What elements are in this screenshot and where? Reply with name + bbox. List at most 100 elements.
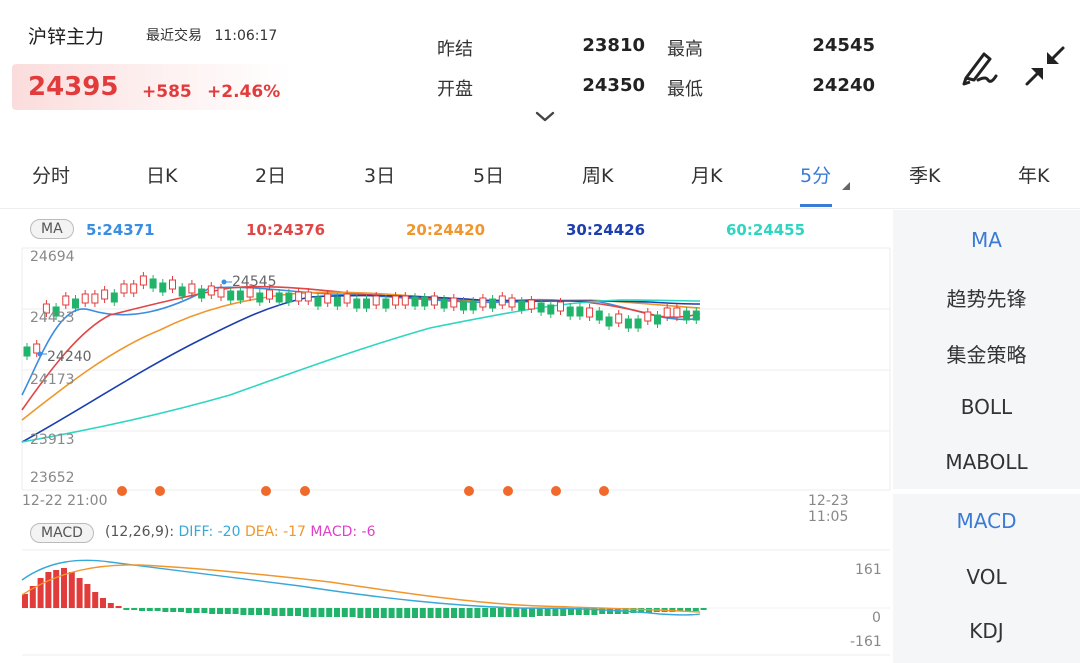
candlestick xyxy=(489,298,497,309)
low-marker-dot xyxy=(37,351,43,357)
indicator-maboll[interactable]: MABOLL xyxy=(945,450,1028,474)
main-indicator-badge[interactable]: MA xyxy=(30,219,74,239)
macd-bar xyxy=(154,608,161,611)
candlestick xyxy=(324,293,332,304)
tab-quarterly[interactable]: 季K xyxy=(909,165,941,187)
candlestick xyxy=(149,278,157,289)
macd-bar xyxy=(536,608,543,616)
macd-dea: DEA: -17 xyxy=(244,524,306,540)
ma-line xyxy=(21,291,701,421)
indicator-gold-strategy[interactable]: 集金策略 xyxy=(946,343,1027,367)
macd-bar xyxy=(583,608,590,615)
macd-bar xyxy=(123,608,130,610)
open-label: 开盘 xyxy=(437,79,473,100)
candlestick xyxy=(460,300,467,311)
macd-bar xyxy=(295,608,301,616)
candlestick xyxy=(91,293,99,304)
signal-dot xyxy=(599,486,609,496)
macd-legend: (12,26,9): DIFF: -20 DEA: -17 MACD: -6 xyxy=(105,524,376,540)
candlestick xyxy=(450,297,458,308)
macd-bar xyxy=(443,608,450,618)
draw-icon[interactable] xyxy=(958,44,1002,88)
candlestick xyxy=(392,295,400,306)
macd-bar xyxy=(68,572,75,608)
tab-dropdown-icon[interactable] xyxy=(842,182,850,190)
tab-2day[interactable]: 2日 xyxy=(255,165,287,187)
candlestick xyxy=(42,303,50,314)
macd-bar xyxy=(92,592,99,608)
candlestick xyxy=(120,283,128,294)
tab-weekly[interactable]: 周K xyxy=(582,165,614,187)
high-marker-dot xyxy=(221,279,227,285)
x-start-label: 12-22 21:00 xyxy=(22,493,108,509)
prev-settle-label: 昨结 xyxy=(437,39,473,60)
macd-bar xyxy=(529,608,535,617)
tab-yearly[interactable]: 年K xyxy=(1018,165,1050,187)
candlestick xyxy=(236,290,244,301)
tab-monthly[interactable]: 月K xyxy=(691,165,723,187)
signal-dot xyxy=(117,486,127,496)
y-label-3: 24173 xyxy=(30,372,75,388)
candlestick xyxy=(246,287,254,298)
macd-bar xyxy=(287,608,294,616)
macd-params: (12,26,9): xyxy=(105,524,175,540)
indicator-macd[interactable]: MACD xyxy=(956,509,1017,533)
quote-header: 沪锌主力 最近交易 11:06:17 24395 +585 +2.46% 昨结 … xyxy=(0,0,1080,135)
candlestick xyxy=(343,293,351,304)
ma20-value: 20:24420 xyxy=(406,221,486,239)
macd-bar xyxy=(591,608,598,615)
ma-line xyxy=(21,299,701,443)
macd-bar xyxy=(482,608,489,617)
macd-bar xyxy=(271,608,278,616)
candlestick xyxy=(508,297,516,308)
indicator-trend-pioneer[interactable]: 趋势先锋 xyxy=(946,287,1027,311)
macd-bar xyxy=(326,608,333,617)
tab-daily[interactable]: 日K xyxy=(146,165,178,187)
candlestick xyxy=(363,298,370,309)
candlestick xyxy=(537,302,545,313)
candlestick xyxy=(654,314,661,325)
candlestick xyxy=(401,295,409,306)
candlestick xyxy=(673,307,681,318)
candlestick xyxy=(692,310,700,321)
macd-bar xyxy=(224,608,231,614)
macd-bar xyxy=(76,578,83,608)
tab-intraday[interactable]: 分时 xyxy=(32,165,71,187)
candlestick xyxy=(52,306,60,317)
kline-plot[interactable] xyxy=(0,210,893,663)
macd-bar xyxy=(490,608,496,617)
candlestick xyxy=(576,306,584,317)
macd-bar xyxy=(513,608,520,617)
macd-badge[interactable]: MACD xyxy=(30,523,94,543)
signal-dot xyxy=(261,486,271,496)
indicator-vol[interactable]: VOL xyxy=(966,565,1007,589)
macd-bar xyxy=(365,608,372,618)
candlestick xyxy=(33,343,41,354)
macd-bar xyxy=(139,608,145,611)
tab-5day[interactable]: 5日 xyxy=(473,165,505,187)
candlestick xyxy=(595,310,603,321)
macd-bar xyxy=(248,608,255,615)
indicator-ma[interactable]: MA xyxy=(971,228,1002,252)
active-tab-indicator xyxy=(800,204,832,207)
macd-macd: MACD: -6 xyxy=(310,524,376,540)
tab-3day[interactable]: 3日 xyxy=(364,165,396,187)
macd-bar xyxy=(61,568,67,608)
indicator-boll[interactable]: BOLL xyxy=(960,395,1013,419)
macd-bar xyxy=(575,608,582,615)
chevron-down-icon[interactable] xyxy=(535,110,555,124)
candlestick xyxy=(566,306,574,317)
candlestick xyxy=(266,289,273,300)
ma60-value: 60:24455 xyxy=(726,221,806,239)
macd-bar xyxy=(263,608,270,615)
candlestick xyxy=(372,295,380,306)
macd-bar xyxy=(560,608,567,616)
candlestick xyxy=(130,283,138,294)
macd-bar xyxy=(404,608,411,618)
tab-5min[interactable]: 5分 xyxy=(800,165,832,187)
macd-bar xyxy=(638,608,645,613)
collapse-icon[interactable] xyxy=(1023,44,1067,88)
candlestick xyxy=(382,298,390,309)
indicator-kdj[interactable]: KDJ xyxy=(969,619,1004,643)
kline-chart[interactable]: MA 5:24371 10:24376 20:24420 30:24426 60… xyxy=(0,210,893,663)
